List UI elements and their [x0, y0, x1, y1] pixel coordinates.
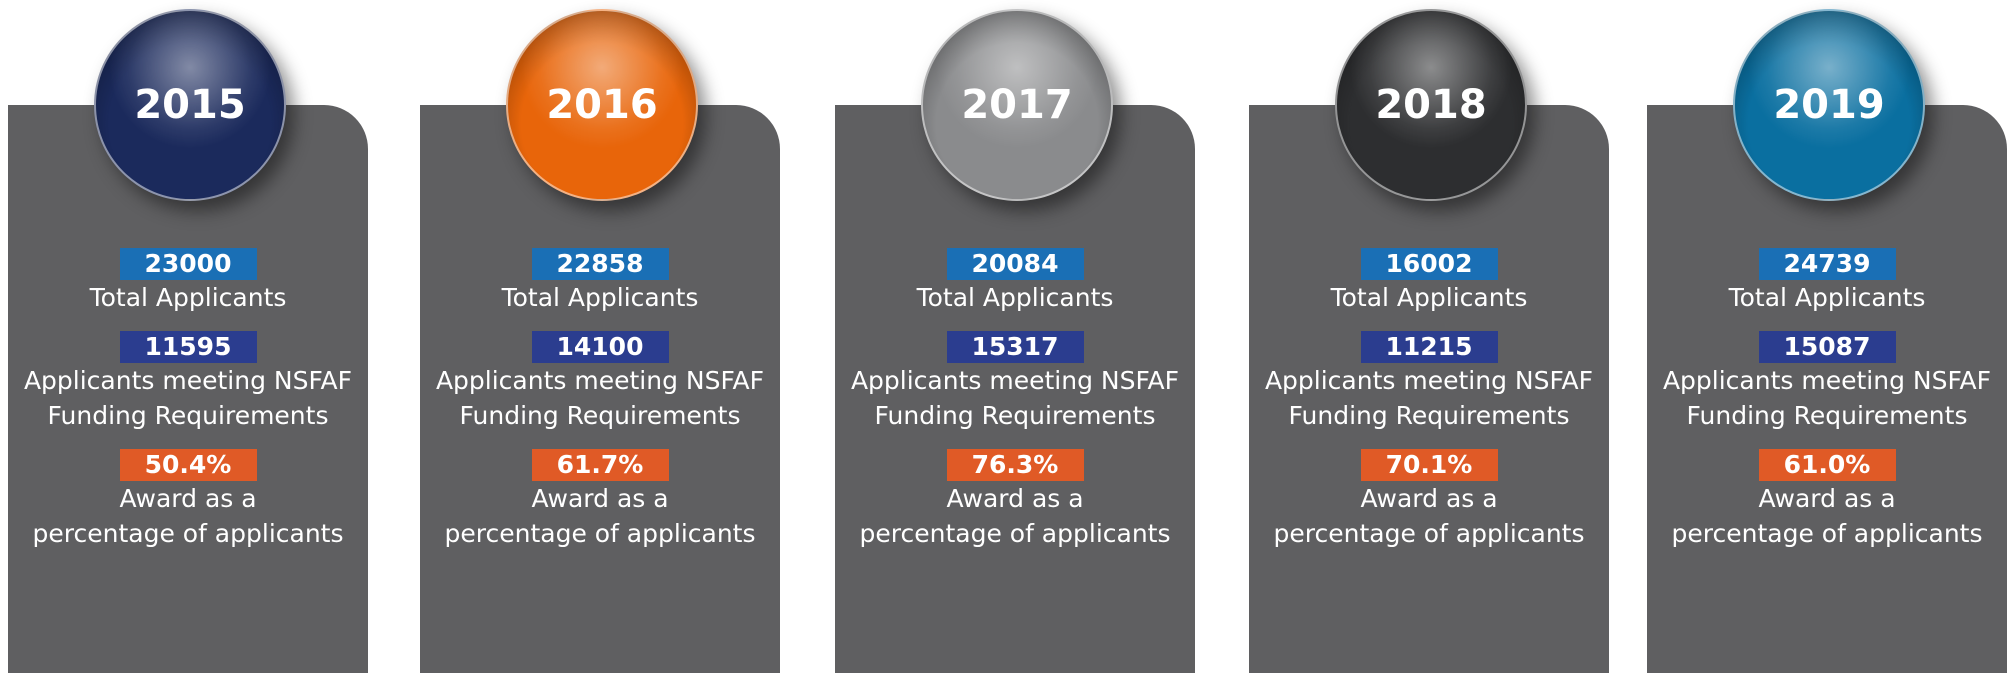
stat-value: 11215	[1360, 331, 1498, 363]
stat-value: 61.7%	[531, 449, 669, 481]
stat-label: Total Applicants	[917, 280, 1114, 315]
year-circle: 2015	[94, 9, 286, 201]
stat-value: 11595	[119, 331, 257, 363]
stat-value: 76.3%	[946, 449, 1084, 481]
label-line: Applicants meeting NSFAF	[23, 366, 353, 395]
label-line: Award as a	[531, 484, 669, 513]
stats: 20084 Total Applicants 15317 Applicants mee…	[835, 248, 1195, 567]
stat-value: 14100	[531, 331, 669, 363]
label-line: percentage of applicants	[32, 519, 344, 548]
stat-value: 23000	[119, 248, 257, 280]
stats: 22858 Total Applicants 14100 Applicants mee…	[420, 248, 780, 567]
label-line: Funding Requirements	[1686, 401, 1968, 430]
label-line: Total Applicants	[916, 283, 1114, 312]
stat-value: 70.1%	[1360, 449, 1498, 481]
stat-label: Total Applicants	[1729, 280, 1926, 315]
stats: 16002 Total Applicants 11215 Applicants mee…	[1249, 248, 1609, 567]
stats: 23000 Total Applicants 11595 Applicants mee…	[8, 248, 368, 567]
label-line: Funding Requirements	[874, 401, 1156, 430]
year-circle: 2017	[921, 9, 1113, 201]
stat-value: 61.0%	[1758, 449, 1896, 481]
stat-label: Applicants meeting NSFAF Funding Requirem…	[24, 363, 352, 433]
stat-label: Applicants meeting NSFAF Funding Requirem…	[1265, 363, 1593, 433]
label-line: Funding Requirements	[47, 401, 329, 430]
stat-value: 15317	[946, 331, 1084, 363]
year-circle: 2019	[1733, 9, 1925, 201]
stat-value: 50.4%	[119, 449, 257, 481]
stat-label: Award as a percentage of applicants	[445, 481, 756, 551]
label-line: Total Applicants	[1330, 283, 1528, 312]
stat-label: Applicants meeting NSFAF Funding Requirem…	[436, 363, 764, 433]
year-circle: 2018	[1335, 9, 1527, 201]
label-line: Applicants meeting NSFAF	[850, 366, 1180, 395]
label-line: Award as a	[1360, 484, 1498, 513]
label-line: Award as a	[1758, 484, 1896, 513]
stat-label: Award as a percentage of applicants	[860, 481, 1171, 551]
stat-label: Total Applicants	[502, 280, 699, 315]
label-line: Total Applicants	[501, 283, 699, 312]
stat-label: Award as a percentage of applicants	[1274, 481, 1585, 551]
label-line: Award as a	[946, 484, 1084, 513]
label-line: percentage of applicants	[1671, 519, 1983, 548]
label-line: Applicants meeting NSFAF	[1662, 366, 1992, 395]
label-line: percentage of applicants	[444, 519, 756, 548]
label-line: Total Applicants	[89, 283, 287, 312]
stat-value: 24739	[1758, 248, 1896, 280]
label-line: Applicants meeting NSFAF	[1264, 366, 1594, 395]
year-circle: 2016	[506, 9, 698, 201]
label-line: Funding Requirements	[1288, 401, 1570, 430]
label-line: Funding Requirements	[459, 401, 741, 430]
stat-label: Award as a percentage of applicants	[1672, 481, 1983, 551]
label-line: Award as a	[119, 484, 257, 513]
stat-value: 15087	[1758, 331, 1896, 363]
label-line: Total Applicants	[1728, 283, 1926, 312]
stat-label: Award as a percentage of applicants	[33, 481, 344, 551]
stat-value: 20084	[946, 248, 1084, 280]
stat-value: 22858	[531, 248, 669, 280]
stat-label: Applicants meeting NSFAF Funding Requirem…	[1663, 363, 1991, 433]
stat-label: Total Applicants	[1331, 280, 1528, 315]
label-line: percentage of applicants	[859, 519, 1171, 548]
stat-value: 16002	[1360, 248, 1498, 280]
stat-label: Total Applicants	[90, 280, 287, 315]
label-line: Applicants meeting NSFAF	[435, 366, 765, 395]
stat-label: Applicants meeting NSFAF Funding Requirem…	[851, 363, 1179, 433]
label-line: percentage of applicants	[1273, 519, 1585, 548]
stats: 24739 Total Applicants 15087 Applicants mee…	[1647, 248, 2007, 567]
